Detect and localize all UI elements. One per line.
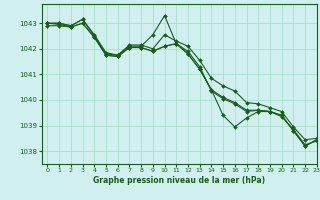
X-axis label: Graphe pression niveau de la mer (hPa): Graphe pression niveau de la mer (hPa) (93, 176, 265, 185)
